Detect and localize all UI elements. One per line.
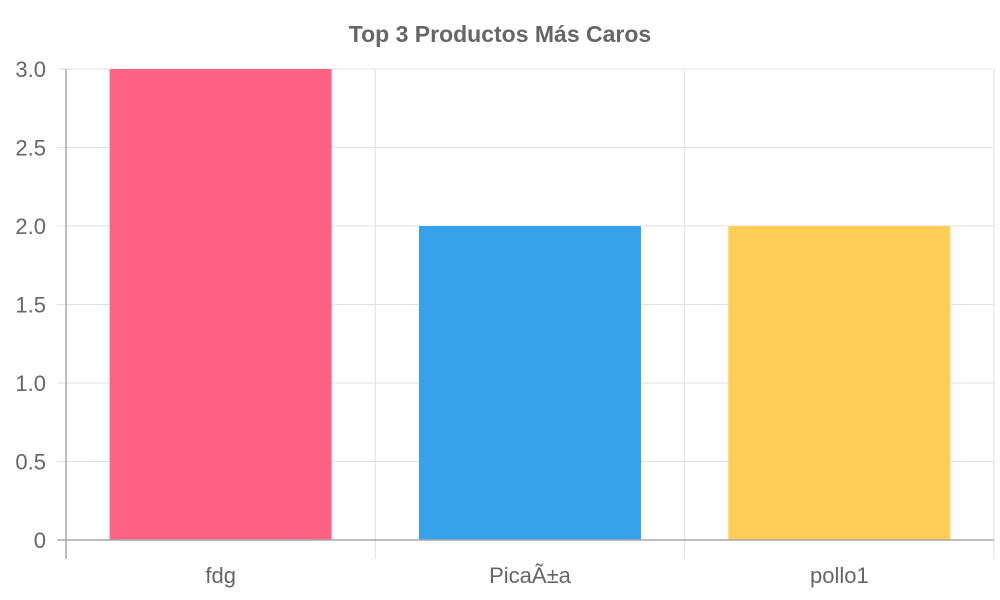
x-tick-label: PicaÃ±a	[489, 563, 572, 588]
bar-3	[728, 226, 951, 540]
x-tick-label: fdg	[205, 563, 236, 588]
bars	[109, 69, 951, 540]
y-tick-label: 3.0	[15, 57, 46, 82]
y-axis-ticks: 0 0.5 1.0 1.5 2.0 2.5 3.0	[15, 57, 46, 553]
x-axis-ticks: fdg PicaÃ±a pollo1	[205, 563, 868, 588]
y-tick-label: 0	[34, 528, 46, 553]
bar-2	[419, 226, 641, 540]
y-tick-label: 0.5	[15, 450, 46, 475]
bar-1	[109, 69, 332, 540]
y-tick-label: 2.5	[15, 136, 46, 161]
y-tick-label: 2.0	[15, 214, 46, 239]
x-tick-label: pollo1	[810, 563, 869, 588]
axes	[57, 69, 994, 559]
y-tick-label: 1.0	[15, 371, 46, 396]
y-tick-label: 1.5	[15, 293, 46, 318]
chart-title: Top 3 Productos Más Caros	[349, 21, 651, 47]
